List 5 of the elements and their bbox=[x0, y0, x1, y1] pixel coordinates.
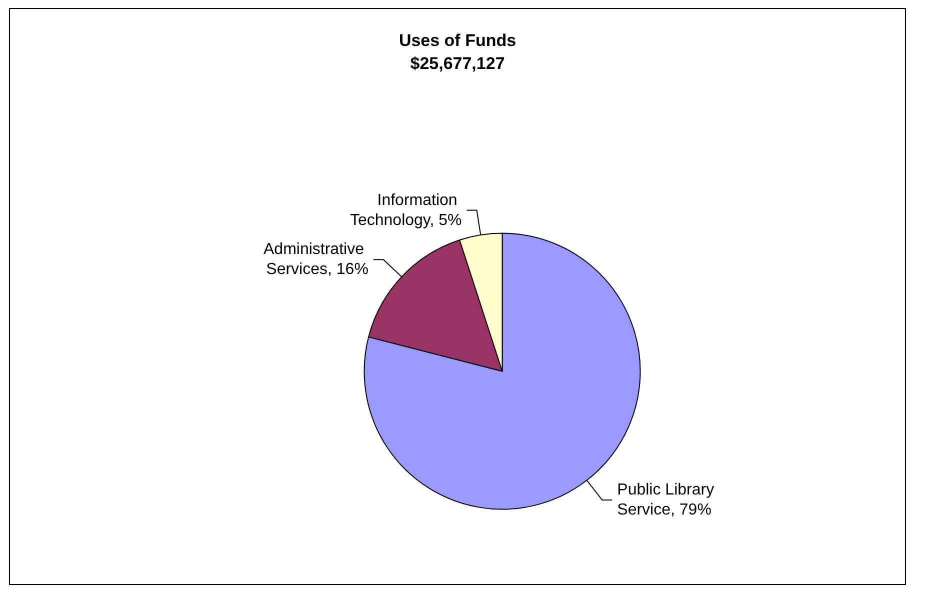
slice-label: Information Technology, 5% bbox=[350, 192, 462, 229]
chart-title: Uses of Funds bbox=[398, 31, 516, 50]
slice-label: Public Library Service, 79% bbox=[617, 482, 719, 519]
chart-subtitle: $25,677,127 bbox=[410, 54, 505, 73]
slice-label: Administrative Services, 16% bbox=[264, 241, 368, 278]
